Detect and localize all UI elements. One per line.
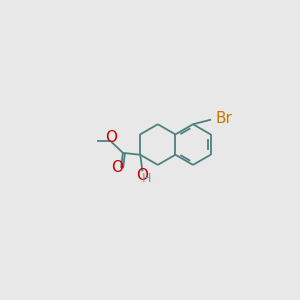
Text: O: O <box>136 168 148 183</box>
Text: H: H <box>142 172 151 185</box>
Text: Br: Br <box>215 111 232 126</box>
Text: O: O <box>111 160 123 175</box>
Text: O: O <box>105 130 117 145</box>
